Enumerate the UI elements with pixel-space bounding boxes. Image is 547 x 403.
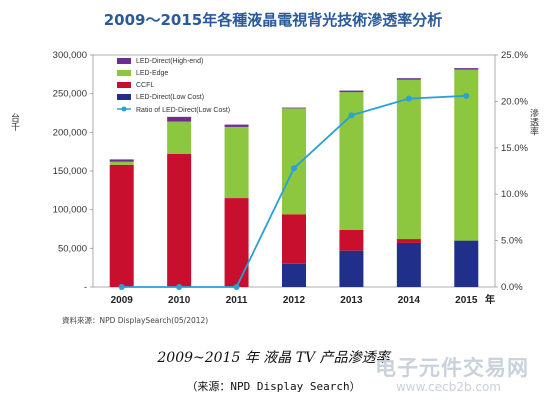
- chart: 2009～2015年各種液晶電視背光技術滲透率分析 300,000 250,000…: [9, 11, 539, 325]
- left-axis-ticks: 300,000 250,000 200,000 150,000 100,000 50,00…: [53, 50, 93, 293]
- bar-segment: [396, 78, 421, 80]
- bar-segment: [224, 124, 249, 127]
- right-tick-label: 5.0%: [501, 236, 523, 247]
- ratio-point: [405, 95, 412, 102]
- x-axis-ticks: 2009 2010 2011 2012 2013 2014 2015: [111, 295, 478, 306]
- watermark-text: 电子元件交易网: [375, 356, 529, 380]
- bar-segment: [167, 116, 192, 122]
- bar-segment: [282, 107, 306, 109]
- bar-segment: [339, 90, 364, 93]
- legend-label: LED-Direct(High-end): [136, 58, 203, 65]
- bar-segment: [224, 198, 249, 287]
- legend-swatch: [117, 94, 131, 100]
- bar-segment: [339, 250, 364, 287]
- x-tick-label: 2011: [226, 295, 248, 306]
- bar-segment: [224, 126, 249, 199]
- bar-segment: [109, 159, 134, 162]
- ratio-point: [118, 284, 125, 290]
- bar-segment: [167, 153, 192, 287]
- left-axis-unit: 台千: [9, 112, 20, 132]
- ratio-point: [176, 284, 183, 290]
- x-tick-label: 2012: [283, 295, 306, 306]
- left-tick-label: 100,000: [53, 205, 87, 216]
- legend-swatch: [117, 70, 131, 76]
- legend-swatch: [117, 82, 131, 88]
- caption-title: 2009~2015 年 液晶 TV 产品渗透率: [157, 350, 390, 366]
- legend-line-marker: [121, 106, 127, 112]
- legend-label: Ratio of LED-Direct(Low Cost): [136, 107, 230, 114]
- bar-segment: [396, 242, 421, 287]
- x-tick-label: 2013: [340, 295, 363, 306]
- right-axis-ticks: 25.0% 20.0% 15.0% 10.0% 5.0% 0.0%: [495, 50, 528, 293]
- legend-label: CCFL: [136, 82, 154, 89]
- left-tick-label: 200,000: [53, 127, 87, 138]
- bar-segment: [454, 68, 479, 70]
- ratio-point: [291, 165, 297, 172]
- bar-segment: [396, 239, 421, 243]
- bar-segment: [282, 214, 306, 264]
- watermark-url: www.cecb2b.com: [395, 380, 501, 394]
- ratio-point: [463, 92, 470, 99]
- right-axis-unit: 滲透率: [528, 108, 539, 136]
- left-tick-label: 250,000: [53, 89, 87, 100]
- x-tick-label: 2014: [398, 295, 421, 306]
- left-tick-label: -: [84, 282, 87, 293]
- ratio-point: [233, 284, 240, 290]
- caption-source: （来源：NPD Display Search）: [186, 380, 361, 393]
- bar-segment: [339, 229, 364, 251]
- bar-segment: [454, 240, 479, 287]
- x-tick-label: 2010: [168, 295, 191, 306]
- left-tick-label: 300,000: [53, 50, 87, 61]
- right-tick-label: 15.0%: [501, 143, 528, 154]
- legend-swatch: [117, 58, 131, 64]
- legend: LED-Direct(High-end) LED-Edge CCFL LED-Dire…: [117, 58, 230, 114]
- bar-segment: [109, 161, 134, 165]
- source-note: 資料來源：NPD DisplaySearch(05/2012): [62, 315, 208, 325]
- chart-title: 2009～2015年各種液晶電視背光技術滲透率分析: [104, 11, 443, 29]
- bar-segment: [396, 79, 421, 240]
- right-tick-label: 10.0%: [501, 189, 528, 200]
- ratio-point: [348, 112, 355, 119]
- bar-segment: [167, 121, 192, 154]
- ratio-line: [118, 92, 470, 290]
- left-tick-label: 50,000: [58, 243, 87, 254]
- x-tick-label: 2015: [455, 295, 478, 306]
- x-tick-label: 2009: [111, 295, 134, 306]
- x-axis-unit: 年: [485, 293, 495, 306]
- bar-segment: [109, 164, 134, 287]
- legend-label: LED-Edge: [136, 70, 168, 77]
- legend-label: LED-Direct(Low Cost): [136, 94, 204, 101]
- right-tick-label: 25.0%: [501, 50, 528, 61]
- left-tick-label: 150,000: [53, 166, 87, 177]
- bar-segment: [282, 263, 306, 287]
- right-tick-label: 20.0%: [501, 96, 528, 107]
- right-tick-label: 0.0%: [501, 282, 523, 293]
